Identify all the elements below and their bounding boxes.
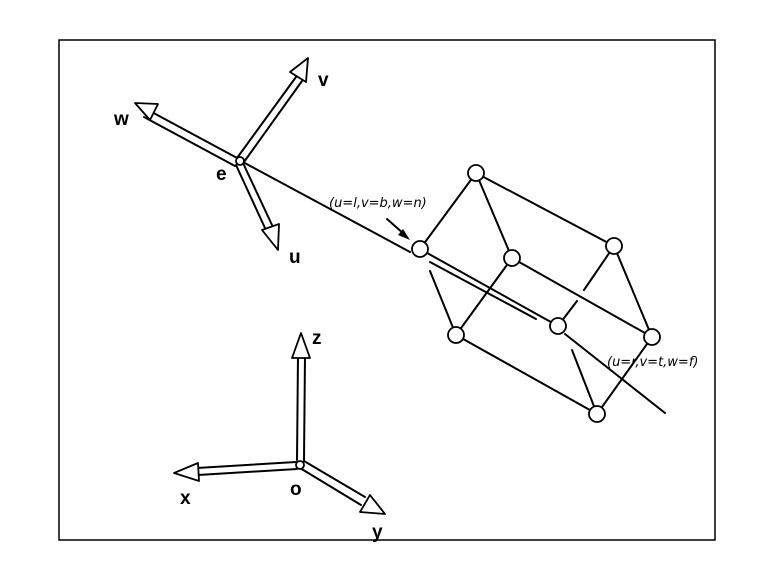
box-edge — [597, 337, 652, 414]
box-vertex — [448, 327, 464, 343]
x-axis-label: x — [180, 488, 191, 509]
box-vertices — [412, 165, 660, 422]
box-edge — [476, 173, 512, 258]
box-edge — [476, 173, 614, 246]
near-corner-label: (u=l,v=b,w=n) — [329, 196, 427, 211]
box-vertex — [589, 406, 605, 422]
box-edge — [512, 258, 652, 337]
box-edge — [456, 335, 597, 414]
box-vertex — [468, 165, 484, 181]
world-frame — [174, 333, 385, 514]
x-arrowhead-icon — [174, 463, 199, 481]
camera-frame — [135, 58, 308, 250]
y-axis-label: y — [372, 522, 383, 543]
z-arrowhead-icon — [292, 333, 310, 358]
box-edge — [420, 249, 558, 326]
w-axis-label: w — [113, 109, 129, 130]
world-origin-label: o — [290, 479, 302, 500]
eye-point — [236, 157, 244, 165]
box-edge — [420, 173, 476, 249]
box-vertex — [606, 238, 622, 254]
y-arrowhead-icon — [360, 495, 385, 514]
v-axis-label: v — [318, 70, 329, 91]
far-corner-label: (u=r,v=t,w=f) — [607, 355, 698, 370]
world-origin-point — [296, 461, 304, 469]
box-vertex-near-corner — [412, 241, 428, 257]
camera-axis-w — [135, 103, 239, 166]
box-vertex-far-corner — [644, 329, 660, 345]
box-vertex — [550, 318, 566, 334]
u-axis-label: u — [289, 247, 301, 268]
view-volume-box — [420, 173, 652, 414]
box-edge — [614, 246, 652, 337]
world-axis-x — [174, 462, 297, 481]
camera-axis-v — [237, 58, 308, 162]
camera-axis-u — [236, 163, 279, 250]
near-corner-pointer — [387, 219, 410, 240]
box-vertex — [504, 250, 520, 266]
world-axis-z — [292, 333, 310, 460]
z-axis-label: z — [312, 328, 322, 349]
world-axis-y — [300, 461, 385, 514]
box-edge — [430, 271, 456, 335]
box-edge — [572, 350, 597, 414]
v-arrowhead-icon — [290, 58, 308, 82]
eye-origin-label: e — [216, 164, 227, 185]
